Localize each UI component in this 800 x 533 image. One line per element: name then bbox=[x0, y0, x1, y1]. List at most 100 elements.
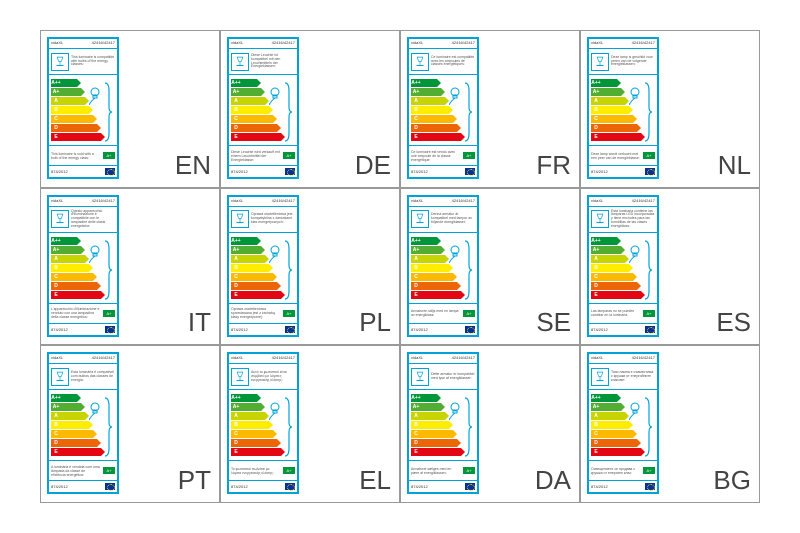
label-top-box: Oprawa oświetleniowa jest kompatybilna z… bbox=[229, 207, 297, 233]
eu-flag-icon bbox=[645, 483, 655, 490]
product-code: 42416/42417 bbox=[272, 40, 295, 47]
energy-grade-label: B bbox=[411, 264, 421, 272]
energy-bar-fill bbox=[241, 97, 265, 105]
label-top-box: Denna armatur är kompatibel med lampor a… bbox=[409, 207, 477, 233]
energy-bar-fill bbox=[241, 291, 281, 299]
energy-bar-fill bbox=[601, 439, 637, 447]
bulb-pointer bbox=[629, 245, 641, 268]
energy-grade-label: D bbox=[591, 439, 601, 447]
energy-bar-fill bbox=[421, 106, 449, 114]
energy-bar-fill bbox=[241, 246, 261, 254]
bracket bbox=[643, 239, 653, 301]
label-regulation-footer: 874/2012 bbox=[589, 323, 657, 335]
energy-grade-label: B bbox=[51, 106, 61, 114]
energy-grade-label: A+ bbox=[231, 403, 241, 411]
energy-bar-fill bbox=[241, 255, 265, 263]
bracket bbox=[283, 81, 293, 143]
compatibility-text: This luminaire is compatible with bulbs … bbox=[71, 56, 115, 68]
energy-grade-label: C bbox=[591, 273, 601, 281]
energy-grade-label: D bbox=[411, 124, 421, 132]
product-code: 42416/42417 bbox=[92, 40, 115, 47]
energy-grade-label: C bbox=[51, 430, 61, 438]
energy-label-card: vidaXL 42416/42417 Тази лампа е съвмести… bbox=[587, 352, 659, 494]
energy-bar-fill bbox=[601, 237, 617, 245]
label-footer-text: Deze lamp wordt verkocht met een peer va… bbox=[589, 145, 657, 165]
bracket-icon bbox=[463, 81, 473, 143]
label-cell-SE: vidaXL 42416/42417 Denna armatur är komp… bbox=[400, 188, 580, 346]
lamp-icon bbox=[413, 370, 427, 384]
energy-badge: A+ bbox=[103, 467, 115, 474]
energy-bar-fill bbox=[61, 421, 89, 429]
energy-grade-label: A+ bbox=[51, 246, 61, 254]
bulb-pointer bbox=[449, 402, 461, 425]
bulb-pointer bbox=[629, 87, 641, 110]
lamp-icon-box bbox=[231, 368, 249, 386]
energy-bar-fill bbox=[421, 264, 449, 272]
energy-grade-label: B bbox=[591, 421, 601, 429]
energy-label-card: vidaXL 42416/42417 Deze lamp is geschikt… bbox=[587, 37, 659, 179]
energy-bar-fill bbox=[601, 273, 633, 281]
compatibility-text: Questo apparecchio d'illuminazione è com… bbox=[71, 210, 115, 229]
bulb-pointer-icon bbox=[89, 402, 101, 420]
energy-bar-fill bbox=[61, 133, 101, 141]
brand-name: vidaXL bbox=[591, 198, 603, 205]
energy-chart: A++ .bar-arrow[style*="#009639"]::after{… bbox=[229, 75, 297, 145]
energy-badge: A+ bbox=[643, 152, 655, 159]
bulb-pointer bbox=[449, 245, 461, 268]
lamp-icon-box bbox=[411, 368, 429, 386]
energy-grade-label: A bbox=[591, 412, 601, 420]
bulb-pointer bbox=[89, 402, 101, 425]
brand-name: vidaXL bbox=[231, 40, 243, 47]
energy-bar-fill bbox=[601, 421, 629, 429]
energy-chart: A++ .bar-arrow[style*="#009639"]::after{… bbox=[49, 233, 117, 303]
energy-bar-fill bbox=[61, 291, 101, 299]
label-top-box: Esta luminária é compatível com bulbos d… bbox=[49, 364, 117, 390]
energy-badge: A+ bbox=[643, 310, 655, 317]
energy-chart: A++ .bar-arrow[style*="#009639"]::after{… bbox=[409, 390, 477, 460]
energy-bar-fill bbox=[61, 448, 101, 456]
lamp-icon-box bbox=[591, 368, 609, 386]
energy-grade-label: E bbox=[51, 291, 61, 299]
energy-badge: A+ bbox=[463, 152, 475, 159]
energy-grade-label: A++ bbox=[411, 237, 421, 245]
energy-chart: A++ .bar-arrow[style*="#009639"]::after{… bbox=[409, 233, 477, 303]
label-cell-IT: vidaXL 42416/42417 Questo apparecchio d'… bbox=[40, 188, 220, 346]
eu-flag-icon bbox=[105, 326, 115, 333]
lamp-icon bbox=[53, 212, 67, 226]
energy-bar-fill bbox=[601, 412, 625, 420]
label-regulation-footer: 874/2012 bbox=[409, 323, 477, 335]
label-top-box: Ce luminaire est compatible avec les amp… bbox=[409, 49, 477, 75]
bulb-pointer bbox=[269, 87, 281, 110]
label-header: vidaXL 42416/42417 bbox=[49, 39, 117, 49]
energy-grade-label: B bbox=[51, 421, 61, 429]
brand-name: vidaXL bbox=[51, 355, 63, 362]
energy-bar-fill bbox=[61, 124, 97, 132]
energy-grade-label: D bbox=[231, 124, 241, 132]
energy-bar-fill bbox=[601, 106, 629, 114]
lamp-icon-box bbox=[591, 53, 609, 71]
energy-grade-label: E bbox=[411, 448, 421, 456]
energy-grade-label: D bbox=[591, 282, 601, 290]
lamp-icon bbox=[53, 55, 67, 69]
label-top-box: Deze lamp is geschikt voor peren van de … bbox=[589, 49, 657, 75]
energy-grade-label: B bbox=[51, 264, 61, 272]
energy-grade-label: E bbox=[591, 133, 601, 141]
energy-grade-label: E bbox=[231, 133, 241, 141]
energy-bar-fill bbox=[601, 133, 641, 141]
label-regulation-footer: 874/2012 bbox=[229, 165, 297, 177]
energy-bar-fill bbox=[61, 430, 93, 438]
energy-badge: A+ bbox=[283, 152, 295, 159]
sold-with-text: A luminária é vendida com uma lâmpada da… bbox=[51, 465, 100, 477]
bracket-icon bbox=[643, 396, 653, 458]
energy-chart: A++ .bar-arrow[style*="#009639"]::after{… bbox=[49, 75, 117, 145]
lamp-icon bbox=[413, 212, 427, 226]
energy-bar-fill bbox=[241, 394, 257, 402]
compatibility-text: Diese Leuchte ist kompatibel mit den Leu… bbox=[251, 54, 295, 69]
energy-grade-label: A bbox=[591, 255, 601, 263]
regulation-number: 874/2012 bbox=[51, 169, 68, 174]
bracket-icon bbox=[463, 396, 473, 458]
regulation-number: 874/2012 bbox=[51, 327, 68, 332]
lamp-icon bbox=[233, 55, 247, 69]
compatibility-text: Oprawa oświetleniowa jest kompatybilna z… bbox=[251, 213, 295, 225]
bracket-icon bbox=[283, 396, 293, 458]
